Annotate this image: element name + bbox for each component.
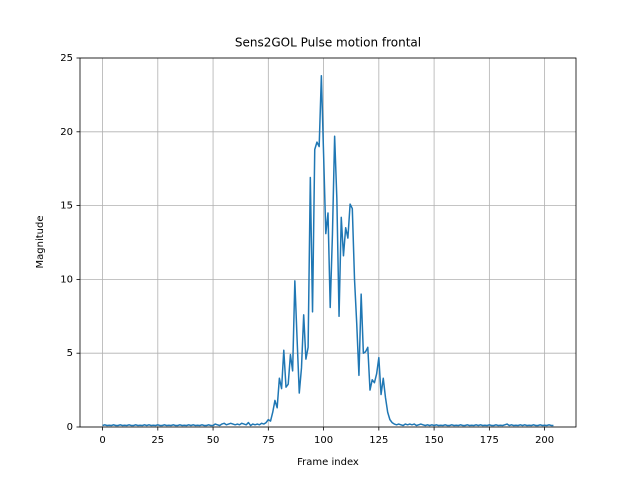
x-tick-label: 150 xyxy=(425,435,444,446)
y-tick-label: 0 xyxy=(67,422,73,433)
x-tick-label: 50 xyxy=(207,435,220,446)
x-tick-label: 0 xyxy=(99,435,105,446)
data-line xyxy=(102,74,554,427)
y-axis-label: Magnitude xyxy=(35,216,46,269)
x-tick-label: 25 xyxy=(151,435,164,446)
chart-title: Sens2GOL Pulse motion frontal xyxy=(235,36,421,50)
plot-frame xyxy=(79,57,577,428)
y-tick-label: 20 xyxy=(60,127,73,138)
x-axis-label: Frame index xyxy=(297,457,359,468)
y-tick-label: 5 xyxy=(67,348,73,359)
x-tick-label: 125 xyxy=(369,435,388,446)
x-tick-label: 75 xyxy=(262,435,275,446)
x-tick-label: 100 xyxy=(314,435,333,446)
x-tick-label: 200 xyxy=(535,435,554,446)
y-tick-label: 10 xyxy=(60,274,73,285)
x-tick-label: 175 xyxy=(480,435,499,446)
y-tick-label: 15 xyxy=(60,201,73,212)
y-tick-label: 25 xyxy=(60,53,73,64)
